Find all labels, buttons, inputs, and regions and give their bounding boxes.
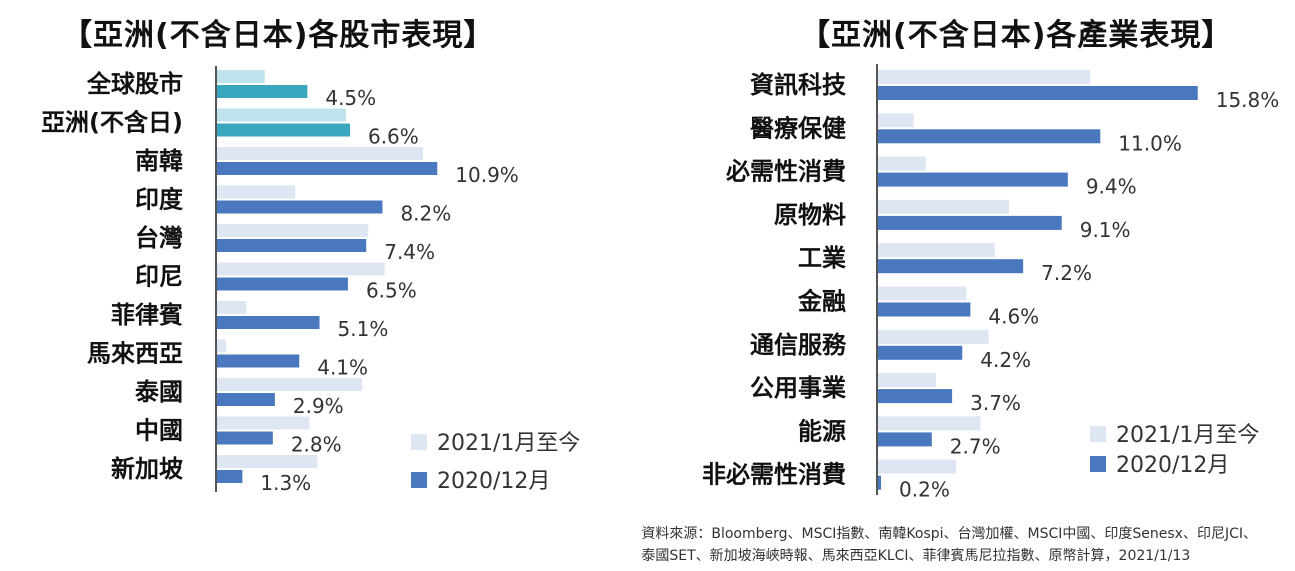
- right-category-label: 工業: [798, 244, 846, 272]
- source-note: 資料來源：Bloomberg、MSCI指數、南韓Kospi、台灣加權、MSCI中…: [641, 523, 1257, 567]
- right-category-label: 非必需性消費: [702, 461, 846, 489]
- left-bar-2020-12: [216, 316, 320, 329]
- right-bar-2020-12: [877, 345, 963, 360]
- left-legend-swatch-2020-12: [411, 472, 427, 488]
- source-line-2: 泰國SET、新加坡海峽時報、馬來西亞KLCI、菲律賓馬尼拉指數、原幣計算，202…: [641, 548, 1191, 564]
- right-bar-2020-12: [877, 475, 882, 490]
- left-bar-2020-12: [216, 123, 350, 137]
- right-bar-2021: [877, 459, 957, 474]
- right-category-label: 能源: [798, 417, 846, 445]
- right-bar-2020-12: [877, 432, 932, 447]
- right-category-label: 必需性消費: [726, 158, 846, 186]
- left-value-label: 2.8%: [291, 433, 342, 457]
- right-bar-2021: [877, 243, 995, 258]
- left-bar-2021: [216, 416, 310, 430]
- right-legend-swatch-2020-12: [1090, 456, 1106, 472]
- right-bar-2021: [877, 373, 936, 388]
- right-bar-2020-12: [877, 129, 1101, 144]
- left-value-label: 8.2%: [400, 202, 451, 226]
- left-value-label: 6.6%: [368, 125, 419, 149]
- right-bar-2020-12: [877, 215, 1062, 230]
- right-value-label: 15.8%: [1216, 88, 1280, 112]
- right-bar-2020-12: [877, 172, 1068, 187]
- left-bar-2021: [216, 262, 385, 276]
- left-bar-2021: [216, 70, 265, 83]
- left-bar-2020-12: [216, 354, 300, 368]
- left-bar-2021: [216, 108, 346, 122]
- left-category-label: 泰國: [135, 378, 183, 406]
- left-value-label: 4.1%: [317, 356, 368, 380]
- right-legend-label-2020-12: 2020/12月: [1116, 453, 1229, 478]
- left-value-label: 4.5%: [325, 86, 376, 110]
- left-bar-2020-12: [216, 85, 308, 98]
- left-chart-title: 【亞洲(不含日本)各股市表現】: [62, 18, 495, 53]
- right-value-label: 4.2%: [980, 348, 1031, 372]
- left-category-label: 印尼: [135, 263, 183, 291]
- left-legend-swatch-2021: [411, 434, 427, 450]
- left-bar-2020-12: [216, 393, 275, 406]
- left-bar-2021: [216, 147, 424, 160]
- left-category-label: 南韓: [135, 147, 183, 175]
- right-bar-2021: [877, 286, 967, 301]
- right-category-label: 醫療保健: [750, 114, 846, 142]
- left-bar-2020-12: [216, 200, 383, 214]
- left-category-label: 新加坡: [111, 455, 183, 483]
- left-bar-2021: [216, 301, 247, 314]
- left-category-label: 菲律賓: [111, 301, 183, 329]
- left-bar-2020-12: [216, 162, 438, 175]
- right-value-label: 9.4%: [1086, 175, 1137, 199]
- right-value-label: 3.7%: [970, 391, 1021, 415]
- left-value-label: 5.1%: [338, 317, 389, 341]
- right-value-label: 11.0%: [1118, 131, 1182, 155]
- right-value-label: 9.1%: [1080, 218, 1131, 242]
- right-legend-label-2021: 2021/1月至今: [1116, 423, 1259, 448]
- right-bar-2020-12: [877, 302, 971, 317]
- left-bar-2020-12: [216, 277, 348, 291]
- right-chart-title: 【亞洲(不含日本)各產業表現】: [800, 18, 1233, 53]
- left-bar-2021: [216, 378, 363, 391]
- left-legend-label-2020-12: 2020/12月: [437, 469, 550, 494]
- right-category-label: 金融: [797, 288, 846, 316]
- left-value-label: 7.4%: [384, 240, 435, 264]
- right-bar-2020-12: [877, 259, 1024, 274]
- right-bar-2021: [877, 156, 926, 171]
- left-category-label: 中國: [135, 417, 183, 445]
- right-bar-2021: [877, 329, 989, 344]
- right-category-label: 原物料: [774, 201, 846, 229]
- left-value-label: 6.5%: [366, 279, 417, 303]
- left-value-label: 10.9%: [455, 163, 519, 187]
- left-bar-2020-12: [216, 239, 367, 252]
- right-bar-2020-12: [877, 86, 1198, 100]
- right-value-label: 2.7%: [950, 434, 1001, 458]
- left-bar-2021: [216, 224, 369, 237]
- right-bar-2021: [877, 199, 1009, 214]
- left-category-label: 台灣: [135, 224, 183, 252]
- right-category-label: 公用事業: [750, 374, 846, 402]
- right-bar-2020-12: [877, 389, 953, 404]
- right-bar-2021: [877, 113, 914, 128]
- left-category-label: 馬來西亞: [87, 340, 183, 368]
- left-value-label: 1.3%: [260, 471, 311, 495]
- source-line-1: 資料來源：Bloomberg、MSCI指數、南韓Kospi、台灣加權、MSCI中…: [641, 526, 1257, 542]
- left-legend-label-2021: 2021/1月至今: [437, 431, 580, 456]
- left-category-label: 亞洲(不含日): [41, 109, 183, 137]
- right-value-label: 0.2%: [899, 478, 950, 502]
- right-bar-2021: [877, 416, 981, 431]
- left-bar-2020-12: [216, 431, 273, 445]
- right-category-label: 資訊科技: [750, 71, 847, 99]
- left-bar-2021: [216, 455, 318, 468]
- right-value-label: 7.2%: [1041, 261, 1092, 285]
- left-bar-2020-12: [216, 470, 243, 483]
- left-bar-2021: [216, 339, 227, 353]
- left-category-label: 全球股市: [86, 70, 183, 98]
- right-value-label: 4.6%: [988, 305, 1039, 329]
- left-bar-2021: [216, 185, 296, 199]
- right-legend-swatch-2021: [1090, 426, 1106, 442]
- left-category-label: 印度: [135, 186, 184, 214]
- left-value-label: 2.9%: [293, 394, 344, 418]
- right-bar-2021: [877, 70, 1091, 84]
- right-category-label: 通信服務: [750, 331, 847, 359]
